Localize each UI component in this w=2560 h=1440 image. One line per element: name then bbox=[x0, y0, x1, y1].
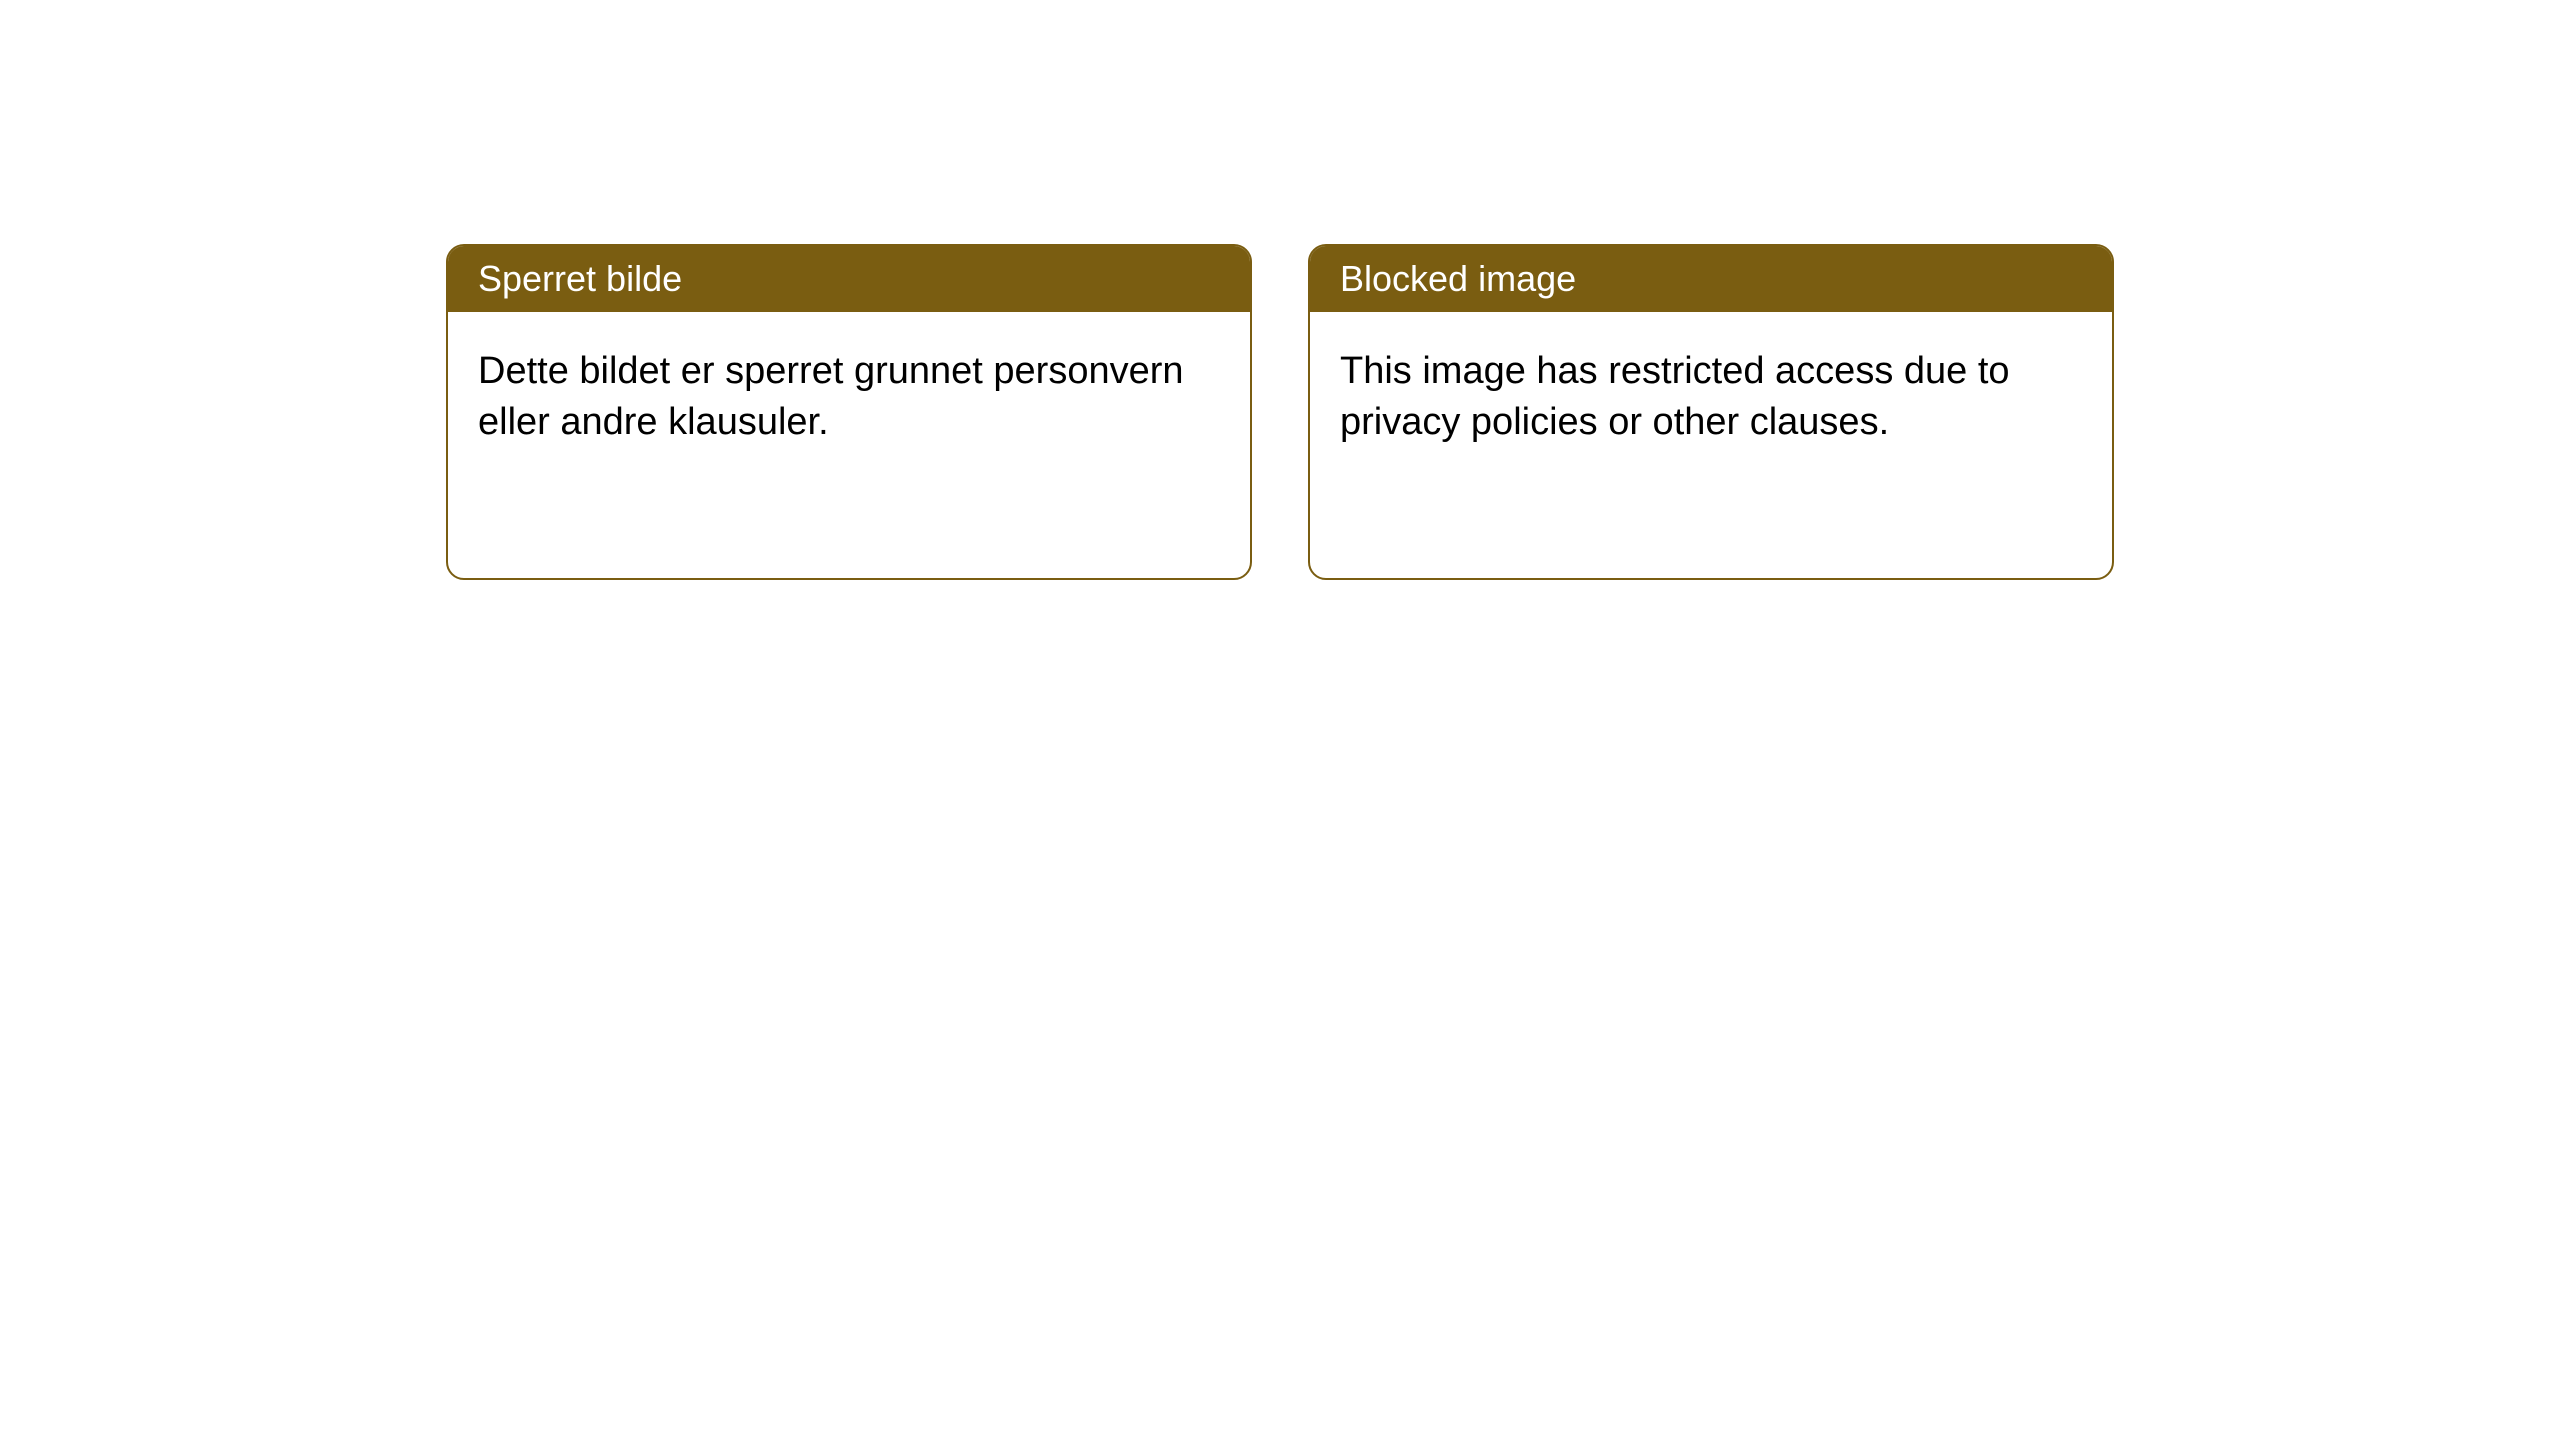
notice-box-norwegian: Sperret bilde Dette bildet er sperret gr… bbox=[446, 244, 1252, 580]
notice-box-english: Blocked image This image has restricted … bbox=[1308, 244, 2114, 580]
notice-title-english: Blocked image bbox=[1310, 246, 2112, 312]
notice-title-norwegian: Sperret bilde bbox=[448, 246, 1250, 312]
notice-body-english: This image has restricted access due to … bbox=[1310, 312, 2112, 483]
notice-container: Sperret bilde Dette bildet er sperret gr… bbox=[0, 0, 2560, 580]
notice-body-norwegian: Dette bildet er sperret grunnet personve… bbox=[448, 312, 1250, 483]
